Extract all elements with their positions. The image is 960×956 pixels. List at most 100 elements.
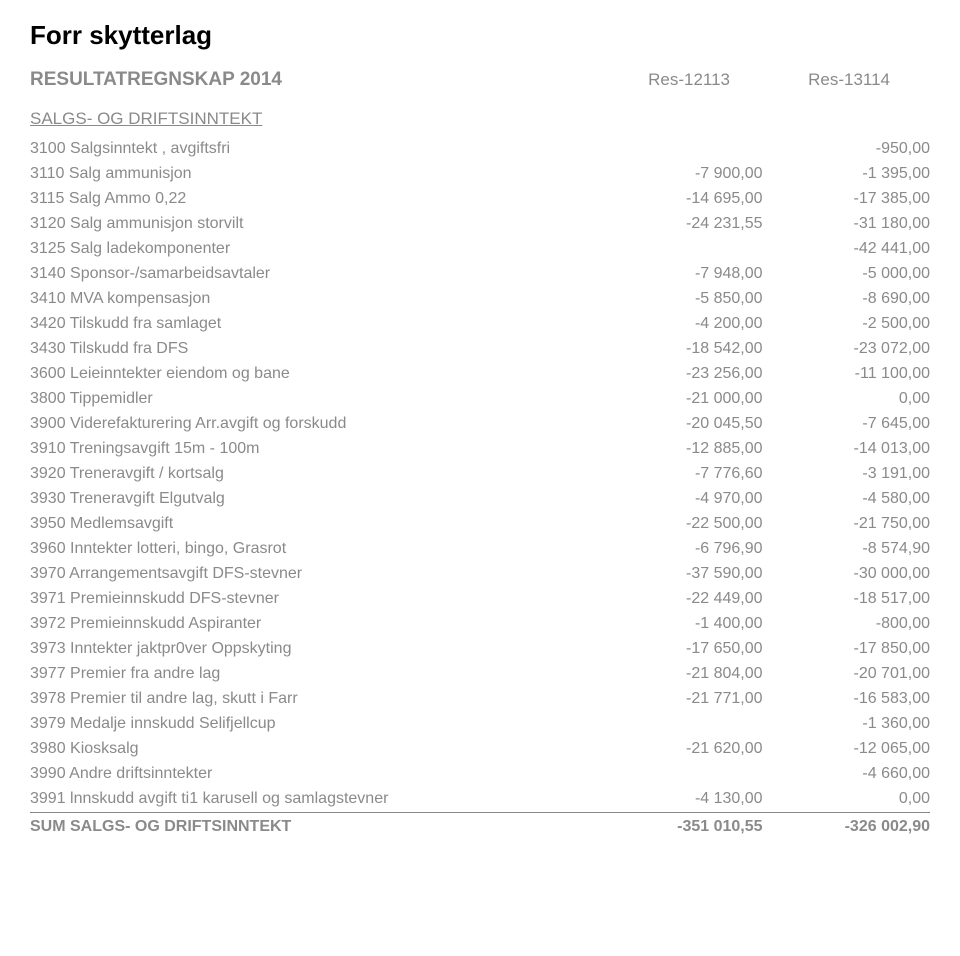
row-value-2: -4 580,00 [763,487,930,512]
row-value-1: -37 590,00 [595,562,762,587]
table-row: 3960 Inntekter lotteri, bingo, Grasrot-6… [30,537,930,562]
row-value-1: -17 650,00 [595,637,762,662]
row-value-2: -21 750,00 [763,512,930,537]
row-value-2: -12 065,00 [763,737,930,762]
row-value-1: -22 449,00 [595,587,762,612]
sum-row: SUM SALGS- OG DRIFTSINNTEKT -351 010,55 … [30,812,930,838]
row-value-1: -5 850,00 [595,287,762,312]
sum-value-1: -351 010,55 [595,812,762,838]
table-row: 3120 Salg ammunisjon storvilt-24 231,55-… [30,212,930,237]
row-value-2: -20 701,00 [763,662,930,687]
row-label: 3125 Salg ladekomponenter [30,237,595,262]
row-value-2: 0,00 [763,387,930,412]
row-label: 3420 Tilskudd fra samlaget [30,312,595,337]
table-row: 3125 Salg ladekomponenter -42 441,00 [30,237,930,262]
row-value-1: -14 695,00 [595,187,762,212]
row-value-1: -22 500,00 [595,512,762,537]
sum-label: SUM SALGS- OG DRIFTSINNTEKT [30,812,595,838]
row-value-1: -4 200,00 [595,312,762,337]
row-value-1: -21 620,00 [595,737,762,762]
section-title: SALGS- OG DRIFTSINNTEKT [30,109,930,129]
row-label: 3410 MVA kompensasjon [30,287,595,312]
row-label: 3600 Leieinntekter eiendom og bane [30,362,595,387]
row-value-1: -12 885,00 [595,437,762,462]
row-label: 3979 Medalje innskudd Selifjellcup [30,712,595,737]
row-label: 3110 Salg ammunisjon [30,162,595,187]
row-label: 3910 Treningsavgift 15m - 100m [30,437,595,462]
row-value-1: -7 776,60 [595,462,762,487]
row-value-2: -14 013,00 [763,437,930,462]
row-label: 3978 Premier til andre lag, skutt i Farr [30,687,595,712]
table-row: 3420 Tilskudd fra samlaget-4 200,00-2 50… [30,312,930,337]
table-row: 3115 Salg Ammo 0,22-14 695,00-17 385,00 [30,187,930,212]
row-value-1: -4 970,00 [595,487,762,512]
row-label: 3972 Premieinnskudd Aspiranter [30,612,595,637]
row-value-2: -11 100,00 [763,362,930,387]
row-value-2: -2 500,00 [763,312,930,337]
table-row: 3980 Kiosksalg-21 620,00-12 065,00 [30,737,930,762]
row-value-1: -18 542,00 [595,337,762,362]
table-row: 3430 Tilskudd fra DFS-18 542,00-23 072,0… [30,337,930,362]
row-label: 3950 Medlemsavgift [30,512,595,537]
income-table: 3100 Salgsinntekt , avgiftsfri-950,00311… [30,137,930,838]
table-row: 3600 Leieinntekter eiendom og bane-23 25… [30,362,930,387]
row-value-2: -16 583,00 [763,687,930,712]
row-value-2: -800,00 [763,612,930,637]
row-label: 3120 Salg ammunisjon storvilt [30,212,595,237]
table-row: 3900 Viderefakturering Arr.avgift og for… [30,412,930,437]
table-row: 3971 Premieinnskudd DFS-stevner-22 449,0… [30,587,930,612]
page-title: Forr skytterlag [30,20,930,51]
row-label: 3971 Premieinnskudd DFS-stevner [30,587,595,612]
row-label: 3430 Tilskudd fra DFS [30,337,595,362]
row-value-2: -3 191,00 [763,462,930,487]
row-value-2: 0,00 [763,787,930,812]
table-row: 3977 Premier fra andre lag-21 804,00-20 … [30,662,930,687]
table-row: 3950 Medlemsavgift-22 500,00-21 750,00 [30,512,930,537]
row-value-2: -8 574,90 [763,537,930,562]
row-label: 3800 Tippemidler [30,387,595,412]
row-value-2: -30 000,00 [763,562,930,587]
row-label: 3980 Kiosksalg [30,737,595,762]
table-row: 3978 Premier til andre lag, skutt i Farr… [30,687,930,712]
table-row: 3100 Salgsinntekt , avgiftsfri-950,00 [30,137,930,162]
table-row: 3970 Arrangementsavgift DFS-stevner-37 5… [30,562,930,587]
row-label: 3973 Inntekter jaktpr0ver Oppskyting [30,637,595,662]
row-value-1: -6 796,90 [595,537,762,562]
row-value-2: -5 000,00 [763,262,930,287]
table-row: 3972 Premieinnskudd Aspiranter-1 400,00-… [30,612,930,637]
row-value-1 [595,762,762,787]
row-value-1: -20 045,50 [595,412,762,437]
row-value-2: -7 645,00 [763,412,930,437]
row-label: 3115 Salg Ammo 0,22 [30,187,595,212]
row-label: 3920 Treneravgift / kortsalg [30,462,595,487]
row-value-2: -17 850,00 [763,637,930,662]
row-value-1: -7 948,00 [595,262,762,287]
row-value-2: -17 385,00 [763,187,930,212]
row-value-1 [595,237,762,262]
row-value-2: -1 360,00 [763,712,930,737]
row-value-2: -31 180,00 [763,212,930,237]
table-row: 3800 Tippemidler-21 000,000,00 [30,387,930,412]
table-row: 3920 Treneravgift / kortsalg-7 776,60-3 … [30,462,930,487]
row-label: 3990 Andre driftsinntekter [30,762,595,787]
table-row: 3930 Treneravgift Elgutvalg-4 970,00-4 5… [30,487,930,512]
table-row: 3910 Treningsavgift 15m - 100m-12 885,00… [30,437,930,462]
report-header-row: RESULTATREGNSKAP 2014 Res-12113 Res-1311… [30,69,930,91]
row-value-2: -18 517,00 [763,587,930,612]
row-label: 3140 Sponsor-/samarbeidsavtaler [30,262,595,287]
row-value-2: -950,00 [763,137,930,162]
table-row: 3973 Inntekter jaktpr0ver Oppskyting-17 … [30,637,930,662]
row-label: 3960 Inntekter lotteri, bingo, Grasrot [30,537,595,562]
table-row: 3991 lnnskudd avgift ti1 karusell og sam… [30,787,930,812]
row-value-1: -4 130,00 [595,787,762,812]
row-value-1: -21 771,00 [595,687,762,712]
row-value-1: -1 400,00 [595,612,762,637]
row-value-1: -21 804,00 [595,662,762,687]
row-label: 3991 lnnskudd avgift ti1 karusell og sam… [30,787,595,812]
table-row: 3990 Andre driftsinntekter-4 660,00 [30,762,930,787]
row-label: 3977 Premier fra andre lag [30,662,595,687]
column-header-1: Res-12113 [570,70,730,90]
row-value-2: -1 395,00 [763,162,930,187]
row-value-1 [595,712,762,737]
row-value-2: -42 441,00 [763,237,930,262]
